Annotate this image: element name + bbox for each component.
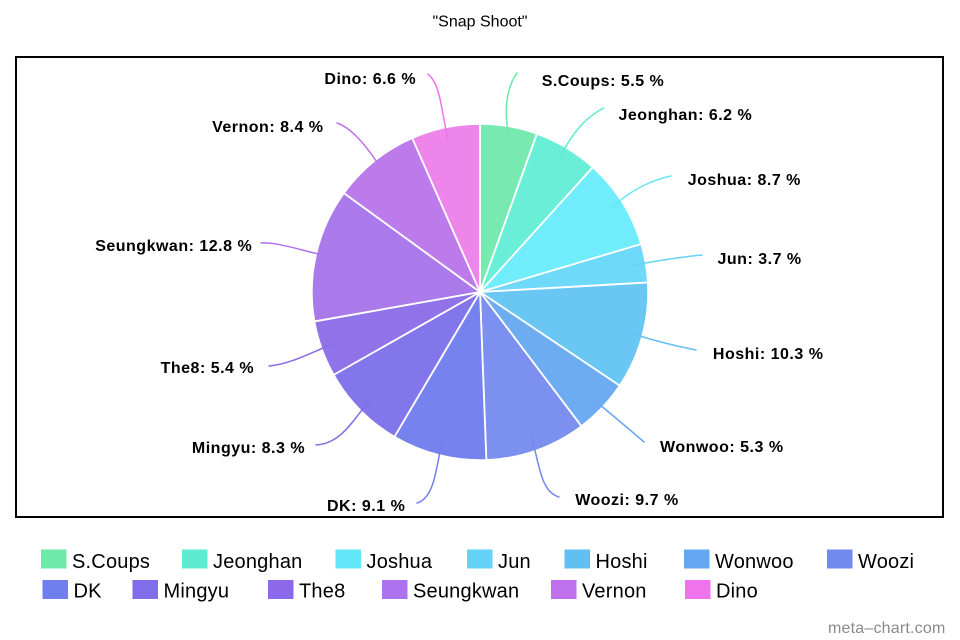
svg-text:Jun: Jun	[498, 551, 531, 573]
svg-text:Vernon: 8.4 %: Vernon: 8.4 %	[212, 119, 323, 136]
svg-text:Hoshi: Hoshi	[596, 551, 648, 573]
svg-text:Dino: Dino	[716, 581, 758, 603]
svg-text:Joshua: Joshua	[367, 551, 433, 573]
svg-text:S.Coups: S.Coups	[72, 551, 150, 573]
svg-text:Mingyu: Mingyu	[164, 581, 230, 603]
svg-text:Seungkwan: Seungkwan	[413, 581, 519, 603]
svg-text:Seungkwan: 12.8 %: Seungkwan: 12.8 %	[95, 238, 252, 255]
svg-text:Jun: 3.7 %: Jun: 3.7 %	[718, 251, 802, 268]
svg-text:Joshua: 8.7 %: Joshua: 8.7 %	[688, 172, 801, 189]
svg-text:Wonwoo: Wonwoo	[715, 551, 794, 573]
svg-text:Mingyu: 8.3 %: Mingyu: 8.3 %	[192, 440, 305, 457]
svg-text:Woozi: Woozi	[858, 551, 914, 573]
svg-text:S.Coups: 5.5 %: S.Coups: 5.5 %	[542, 73, 665, 90]
svg-text:Wonwoo: 5.3 %: Wonwoo: 5.3 %	[660, 439, 784, 456]
svg-text:Dino: 6.6 %: Dino: 6.6 %	[324, 71, 416, 88]
svg-text:Hoshi: 10.3 %: Hoshi: 10.3 %	[713, 346, 824, 363]
svg-text:Woozi: 9.7 %: Woozi: 9.7 %	[575, 492, 679, 509]
svg-text:The8: 5.4 %: The8: 5.4 %	[161, 360, 255, 377]
svg-text:The8: The8	[299, 581, 345, 603]
svg-text:DK: 9.1 %: DK: 9.1 %	[327, 498, 405, 515]
svg-text:Jeonghan: Jeonghan	[213, 551, 302, 573]
svg-text:Jeonghan: 6.2 %: Jeonghan: 6.2 %	[619, 107, 753, 124]
svg-text:Vernon: Vernon	[582, 581, 647, 603]
svg-text:"Snap Shoot": "Snap Shoot"	[433, 14, 528, 31]
svg-text:DK: DK	[74, 581, 103, 603]
svg-text:meta–chart.com: meta–chart.com	[828, 620, 946, 637]
